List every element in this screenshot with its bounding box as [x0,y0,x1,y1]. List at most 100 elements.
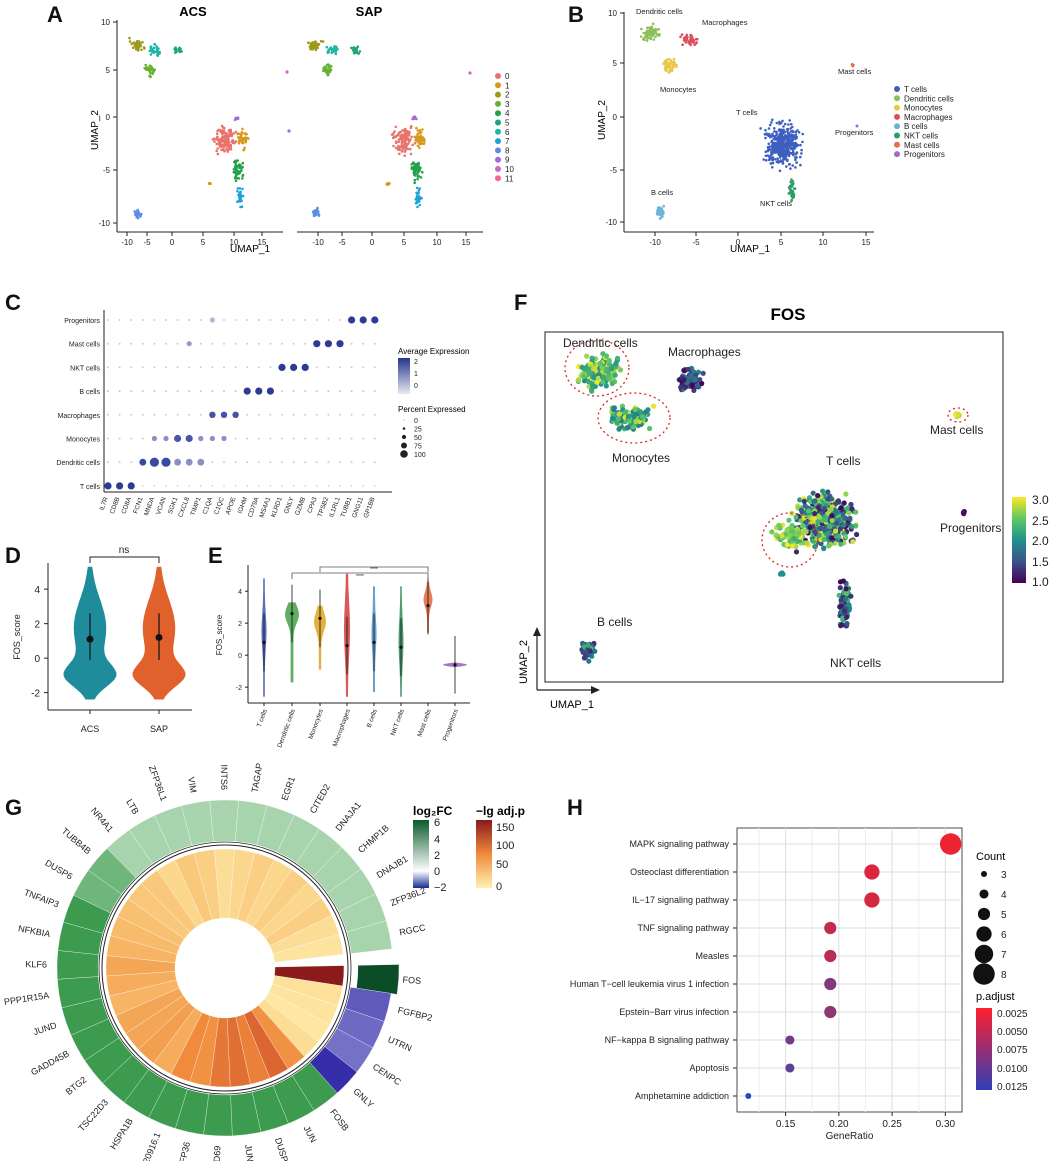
panel-a-point [237,142,241,145]
panel-c-dot [246,461,249,464]
panel-c-dot [339,413,341,416]
panel-b-point [666,66,669,69]
panel-a-point [386,183,390,186]
panel-b-point [796,144,800,147]
panel-a-title-sap: SAP [356,4,383,19]
panel-f-point [769,529,775,535]
panel-a-point [234,140,238,143]
panel-a-point [315,209,319,213]
panel-f-point [586,658,592,664]
panel-c-gene-label: FCN1 [132,496,145,515]
panel-c-dot [315,319,318,321]
panel-c-dot [292,390,295,393]
panel-a-legend-swatch [495,82,501,89]
panel-f-highlight-circle [597,392,671,444]
panel-b-point [786,144,790,148]
panel-c-dot [199,390,202,393]
panel-c-dot [234,485,237,487]
panel-c-dot [362,485,365,487]
panel-g-fc-cell [56,950,99,980]
panel-c-dot [339,485,341,487]
panel-a-point [152,70,155,74]
panel-a-x-tick-label: 5 [402,238,407,247]
panel-a-y-tick-label: 0 [106,113,111,122]
panel-b-point [797,131,801,134]
panel-c-row-label: Monocytes [66,437,100,444]
panel-b-point [778,122,781,126]
panel-c-dot [176,390,179,393]
panel-f-point [600,379,606,385]
panel-f-point [840,511,846,517]
panel-a-point [416,136,419,139]
panel-a-point [413,142,417,145]
panel-g-gene-label: CHMP1B [356,823,391,855]
panel-a-points [128,36,472,220]
panel-b-point [791,191,795,195]
panel-b-point [693,43,696,47]
panel-c-dot [165,485,167,487]
panel-c-dot [266,387,274,395]
panel-a-point [236,190,239,193]
panel-a-point [151,50,154,53]
panel-g-gene-label: AC020916.1 [134,1131,162,1161]
panel-f-point [600,374,607,380]
panel-f-point [837,585,843,591]
panel-b-legend-swatch [894,141,900,148]
panel-a-point [422,138,426,142]
panel-c-dot [223,319,225,321]
panel-c-size-tick: 25 [414,427,422,434]
panel-a-point [414,169,418,173]
panel-a-point [135,215,138,219]
panel-c-dot [281,319,283,321]
panel-a-point [418,203,422,207]
panel-g-p-cell [272,934,344,963]
panel-a-point [216,147,219,150]
panel-a-y-tick-label: 5 [106,66,111,75]
panel-f-cluster-label: Macrophages [668,345,741,359]
panel-b-point [789,188,792,192]
panel-b-legend-swatch [894,104,900,111]
panel-c-size-swatch [401,434,407,440]
panel-f-point [815,505,821,511]
panel-b-point [768,123,772,127]
panel-c-dot [292,461,295,464]
panel-f-point [841,608,847,614]
panel-b-point [774,158,777,161]
panel-c-dot [199,413,202,416]
panel-a-x-tick-label: -10 [121,238,133,247]
panel-c-dot [163,435,169,442]
panel-b-point [765,132,768,135]
panel-g-gene-label: FGFBP2 [397,1005,433,1023]
panel-a-point [143,47,146,50]
panel-b-point [667,71,671,74]
panel-f-point [597,360,603,367]
panel-c-dot [327,366,330,369]
panel-f-point [816,514,822,520]
panel-b-cluster-label: Macrophages [702,18,748,27]
panel-c-dot [281,461,283,464]
panel-c-dot [350,437,353,440]
panel-b-legend-label: Progenitors [904,150,945,159]
panel-h-x-tick-label: 0.30 [936,1119,956,1130]
panel-b-point [786,159,789,163]
panel-b-point [790,178,793,181]
panel-a-point [215,142,219,146]
panel-g-gene-label: TSC22D3 [76,1097,110,1133]
panel-e-y-tick-label: 4 [238,589,242,596]
panel-g-fc-cell [346,920,393,954]
panel-b-point [791,150,795,154]
panel-f-point [616,411,622,417]
panel-f-point [633,418,639,424]
panel-a-point [175,50,178,54]
panel-b-point [788,119,791,122]
panel-c-size-tick: 100 [414,452,426,459]
panel-a-point [417,194,421,198]
panel-f-point [683,384,689,390]
panel-h-count-swatch [976,926,992,942]
panel-a-point [355,47,358,51]
panel-c-dot [362,366,365,369]
panel-a-y-tick-label: 10 [101,18,110,27]
panel-c-dot [315,461,318,464]
panel-e-x-label: NKT cells [390,708,406,737]
panel-g-gene-label: PPP1R15A [3,990,50,1007]
